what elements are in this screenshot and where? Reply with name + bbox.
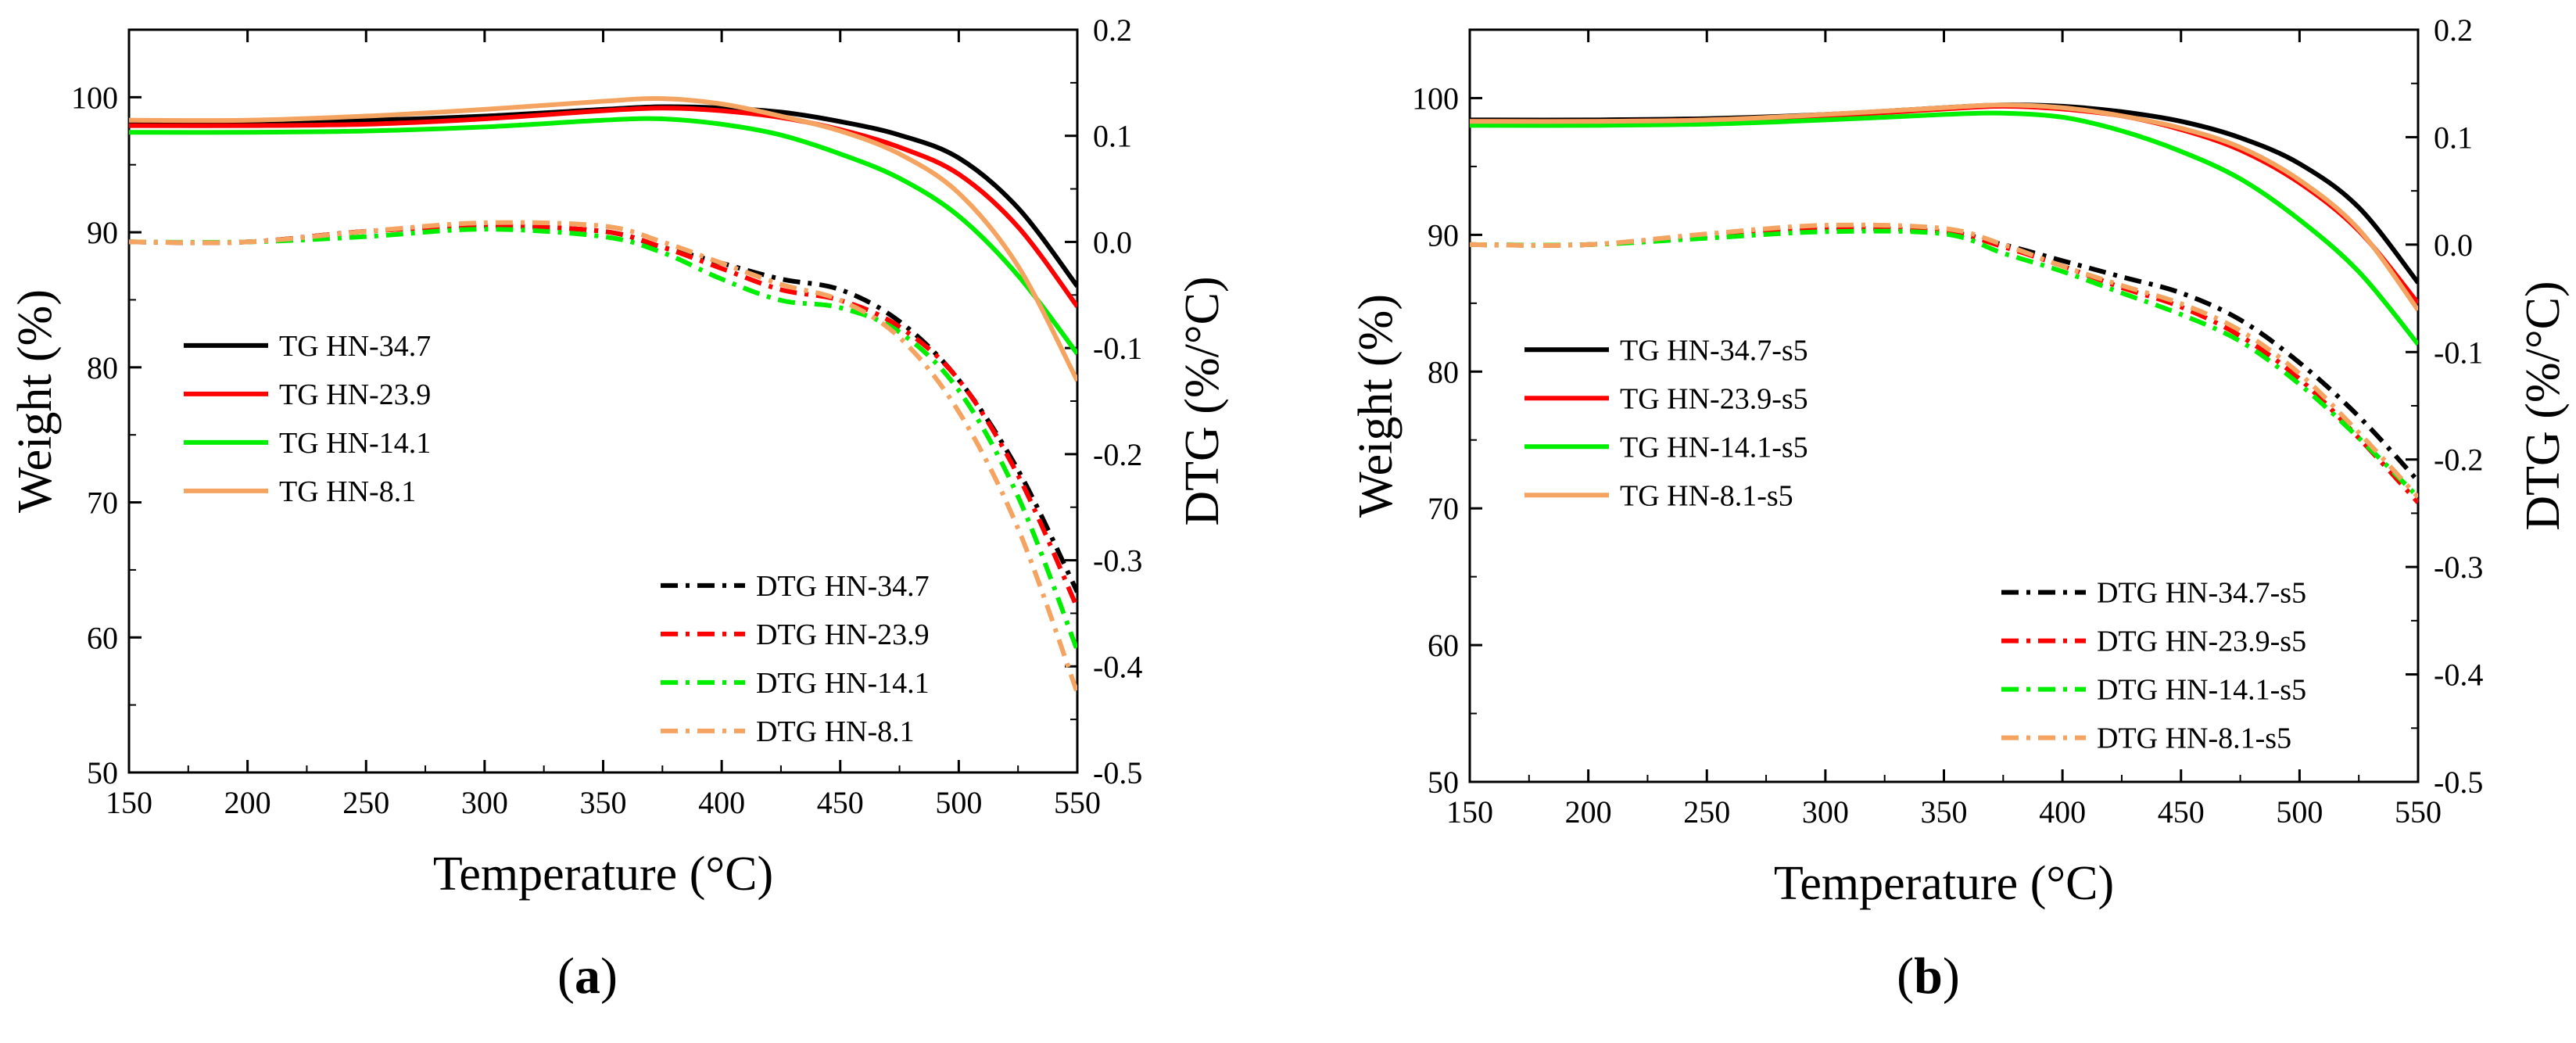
y-tick-label: 100 <box>71 80 118 115</box>
x-tick-label: 500 <box>935 785 982 820</box>
x-tick-label: 200 <box>1565 794 1612 830</box>
y2-tick-label: -0.5 <box>2434 765 2483 800</box>
series-line-dtg-hn-8-1 <box>129 220 1077 694</box>
x-tick-label: 450 <box>2158 794 2205 830</box>
x-tick-label: 400 <box>2039 794 2086 830</box>
y-tick-label: 100 <box>1412 81 1459 116</box>
legend-label: DTG HN-23.9 <box>756 618 930 651</box>
y2-tick-label: 0.2 <box>1093 13 1132 48</box>
y-tick-label: 50 <box>1428 765 1459 800</box>
legend-dtg: DTG HN-34.7-s5 DTG HN-23.9-s5 DTG HN-14.1-… <box>2001 577 2306 755</box>
x-tick-label: 250 <box>1683 794 1730 830</box>
series-line-tg-hn-23-9 <box>129 106 1077 308</box>
legend-label: TG HN-8.1 <box>279 475 416 508</box>
y-tick-label: 60 <box>87 620 118 655</box>
x-tick-label: 300 <box>461 785 508 820</box>
y-tick-label: 70 <box>87 486 118 521</box>
y-tick-label: 60 <box>1428 628 1459 663</box>
legend-label: DTG HN-14.1-s5 <box>2097 674 2306 707</box>
y2-tick-label: -0.2 <box>1093 437 1142 472</box>
y2-tick-label: -0.3 <box>2434 550 2483 585</box>
panel-label: (b) <box>1897 948 1960 1005</box>
legend-label: TG HN-8.1-s5 <box>1620 479 1793 512</box>
x-tick-label: 550 <box>1054 785 1101 820</box>
y2-tick-label: -0.5 <box>1093 755 1142 790</box>
legend-dtg: DTG HN-34.7 DTG HN-23.9 DTG HN-14.1 DTG HN-… <box>661 570 930 748</box>
x-axis-title: Temperature (°C) <box>1774 857 2114 910</box>
panel-a: 150 200 250 300 350 400 450 500 550 50 60 70 80 90 100… <box>9 13 1229 1005</box>
x-tick-label: 250 <box>342 785 389 820</box>
series-line-dtg-hn-14-1 <box>129 227 1077 651</box>
panel-label: (a) <box>557 948 618 1005</box>
x-tick-label: 350 <box>1921 794 1968 830</box>
legend-label: DTG HN-14.1 <box>756 667 930 700</box>
legend-label: DTG HN-34.7 <box>756 570 930 603</box>
x-axis-title: Temperature (°C) <box>433 848 773 901</box>
x-tick-label: 150 <box>1446 794 1493 830</box>
legend-tg: TG HN-34.7-s5 TG HN-23.9-s5 TG HN-14.1-s5 T… <box>1524 334 1808 512</box>
series-line-dtg-hn-34-7-s5 <box>1470 225 2418 483</box>
y2-tick-label: -0.4 <box>1093 649 1142 684</box>
plot-frame <box>127 28 1079 774</box>
legend-label: TG HN-34.7-s5 <box>1620 334 1808 367</box>
legend-label: DTG HN-8.1 <box>756 715 915 748</box>
x-tick-label: 300 <box>1802 794 1849 830</box>
x-tick-label: 350 <box>580 785 627 820</box>
y-axis-title: Weight (%) <box>9 289 62 513</box>
y-tick-label: 70 <box>1428 491 1459 526</box>
y2-tick-label: 0.0 <box>1093 224 1132 260</box>
x-tick-label: 150 <box>106 785 152 820</box>
y2-tick-label: -0.1 <box>2434 335 2483 370</box>
legend-label: DTG HN-34.7-s5 <box>2097 577 2306 610</box>
y2-axis-title: DTG (%/°C) <box>2517 281 2570 530</box>
plot-frame <box>1468 28 2420 783</box>
legend-label: DTG HN-23.9-s5 <box>2097 625 2306 658</box>
y-tick-label: 80 <box>1428 354 1459 389</box>
y2-tick-label: 0.2 <box>2434 13 2473 48</box>
y2-tick-label: -0.4 <box>2434 658 2483 693</box>
y2-tick-label: -0.3 <box>1093 543 1142 579</box>
y-tick-label: 90 <box>1428 217 1459 253</box>
series-line-tg-hn-34-7-s5 <box>1470 102 2418 285</box>
series-line-dtg-hn-14-1-s5 <box>1470 228 2418 499</box>
panel-b: 150 200 250 300 350 400 450 500 550 50 60 70 80 90 100… <box>1349 13 2570 1005</box>
series-line-tg-hn-14-1-s5 <box>1470 110 2418 346</box>
legend-label: DTG HN-8.1-s5 <box>2097 722 2291 755</box>
y2-axis-title: DTG (%/°C) <box>1176 276 1229 525</box>
y2-tick-label: -0.2 <box>2434 443 2483 478</box>
series-line-tg-hn-14-1 <box>129 116 1077 356</box>
series-line-dtg-hn-34-7 <box>129 224 1077 593</box>
y-tick-label: 90 <box>87 215 118 250</box>
y-tick-label: 80 <box>87 350 118 385</box>
series-line-tg-hn-8-1-s5 <box>1470 102 2418 312</box>
series-line-dtg-hn-23-9 <box>129 224 1077 609</box>
x-tick-label: 450 <box>817 785 864 820</box>
x-tick-label: 500 <box>2276 794 2323 830</box>
y2-tick-label: 0.1 <box>2434 120 2473 155</box>
x-tick-label: 550 <box>2395 794 2442 830</box>
legend-label: TG HN-34.7 <box>279 330 431 363</box>
panel-letter: a <box>575 948 600 1005</box>
x-tick-label: 200 <box>224 785 271 820</box>
legend-tg: TG HN-34.7 TG HN-23.9 TG HN-14.1 TG HN-8.1 <box>184 330 431 508</box>
y2-tick-label: -0.1 <box>1093 331 1142 366</box>
legend-label: TG HN-23.9-s5 <box>1620 382 1808 415</box>
legend-label: TG HN-14.1-s5 <box>1620 431 1808 464</box>
legend-label: TG HN-14.1 <box>279 427 431 460</box>
panel-letter: b <box>1914 948 1943 1005</box>
y2-tick-label: 0.0 <box>2434 228 2473 263</box>
y-axis-title: Weight (%) <box>1349 294 1403 518</box>
legend-label: TG HN-23.9 <box>279 378 431 411</box>
series-line-tg-hn-8-1 <box>129 95 1077 382</box>
y-tick-label: 50 <box>87 755 118 790</box>
x-tick-label: 400 <box>698 785 745 820</box>
y2-tick-label: 0.1 <box>1093 119 1132 154</box>
